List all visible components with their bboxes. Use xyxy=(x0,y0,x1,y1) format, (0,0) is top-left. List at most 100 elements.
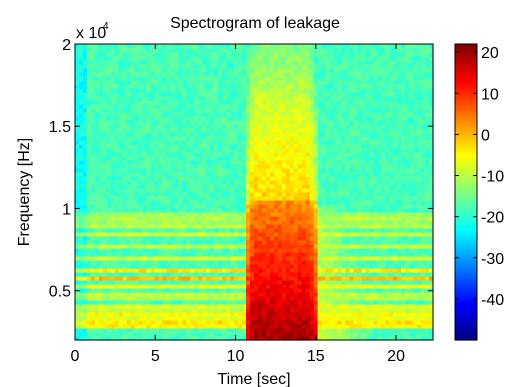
heatmap-cell xyxy=(98,140,104,145)
heatmap-cell xyxy=(122,200,128,205)
heatmap-cell xyxy=(321,296,327,301)
heatmap-cell xyxy=(254,196,259,201)
heatmap-cell xyxy=(94,312,100,317)
heatmap-cell xyxy=(317,92,323,97)
heatmap-cell xyxy=(114,76,120,81)
heatmap-cell xyxy=(265,284,271,289)
heatmap-cell xyxy=(178,324,183,329)
heatmap-cell xyxy=(138,240,144,245)
heatmap-cell xyxy=(325,164,331,169)
heatmap-cell xyxy=(158,328,164,333)
heatmap-cell xyxy=(293,156,299,161)
heatmap-cell xyxy=(329,224,335,229)
heatmap-cell xyxy=(162,172,168,177)
heatmap-cell xyxy=(254,140,259,145)
heatmap-cell xyxy=(329,308,335,313)
heatmap-cell xyxy=(198,100,203,105)
heatmap-cell xyxy=(178,72,183,77)
heatmap-cell xyxy=(254,136,259,141)
heatmap-cell xyxy=(210,144,215,149)
heatmap-cell xyxy=(333,244,339,249)
heatmap-cell xyxy=(198,96,203,101)
heatmap-cell xyxy=(265,100,271,105)
heatmap-cell xyxy=(94,216,100,221)
heatmap-cell xyxy=(178,312,183,317)
y-multiplier-exponent: 4 xyxy=(103,21,109,32)
heatmap-cell xyxy=(94,328,100,333)
heatmap-cell xyxy=(150,212,156,217)
heatmap-cell xyxy=(281,84,287,89)
heatmap-cell xyxy=(90,268,96,273)
heatmap-cell xyxy=(265,56,271,61)
heatmap-cell xyxy=(190,124,195,129)
heatmap-cell xyxy=(110,312,116,317)
heatmap-cell xyxy=(285,44,291,49)
heatmap-cell xyxy=(82,264,88,269)
heatmap-cell xyxy=(90,52,96,57)
heatmap-cell xyxy=(82,204,88,209)
heatmap-cell xyxy=(317,320,323,325)
heatmap-cell xyxy=(246,84,251,89)
heatmap-cell xyxy=(206,232,211,237)
heatmap-cell xyxy=(106,288,112,293)
heatmap-cell xyxy=(130,96,136,101)
heatmap-cell xyxy=(214,92,219,97)
heatmap-cell xyxy=(134,288,140,293)
heatmap-cell xyxy=(98,88,104,93)
heatmap-cell xyxy=(242,312,247,317)
heatmap-cell xyxy=(174,168,180,173)
heatmap-cell xyxy=(261,220,267,225)
heatmap-cell xyxy=(154,256,160,261)
heatmap-cell xyxy=(250,316,255,321)
heatmap-cell xyxy=(182,288,187,293)
heatmap-cell xyxy=(301,264,307,269)
heatmap-cell xyxy=(234,296,239,301)
heatmap-cell xyxy=(301,260,307,265)
heatmap-cell xyxy=(110,180,116,185)
heatmap-cell xyxy=(142,336,148,341)
heatmap-cell xyxy=(122,180,128,185)
heatmap-cell xyxy=(114,108,120,113)
heatmap-cell xyxy=(158,232,164,237)
heatmap-cell xyxy=(98,60,104,65)
heatmap-cell xyxy=(277,316,283,321)
heatmap-cell xyxy=(174,140,180,145)
heatmap-cell xyxy=(309,184,315,189)
heatmap-cell xyxy=(94,72,100,77)
heatmap-cell xyxy=(317,276,323,281)
heatmap-cell xyxy=(317,152,323,157)
heatmap-cell xyxy=(317,224,323,229)
heatmap-cell xyxy=(94,64,100,69)
heatmap-cell xyxy=(301,284,307,289)
heatmap-cell xyxy=(277,196,283,201)
heatmap-cell xyxy=(102,176,108,181)
heatmap-cell xyxy=(198,272,203,277)
heatmap-cell xyxy=(309,136,315,141)
heatmap-cell xyxy=(333,52,339,57)
heatmap-cell xyxy=(146,180,152,185)
heatmap-cell xyxy=(182,280,187,285)
heatmap-cell xyxy=(297,140,303,145)
heatmap-cell xyxy=(118,212,124,217)
heatmap-cell xyxy=(98,232,104,237)
heatmap-cell xyxy=(226,272,231,277)
heatmap-cell xyxy=(114,172,120,177)
heatmap-cell xyxy=(142,56,148,61)
heatmap-cell xyxy=(190,332,195,337)
heatmap-cell xyxy=(194,304,199,309)
heatmap-cell xyxy=(254,128,259,133)
heatmap-cell xyxy=(130,164,136,169)
heatmap-cell xyxy=(102,84,108,89)
heatmap-cell xyxy=(170,292,176,297)
heatmap-cell xyxy=(341,336,347,341)
heatmap-cell xyxy=(150,216,156,221)
heatmap-cell xyxy=(269,264,275,269)
heatmap-cell xyxy=(194,212,199,217)
heatmap-cell xyxy=(150,248,156,253)
heatmap-cell xyxy=(273,276,279,281)
heatmap-cell xyxy=(329,160,335,165)
heatmap-cell xyxy=(138,260,144,265)
heatmap-cell xyxy=(114,92,120,97)
heatmap-cell xyxy=(106,84,112,89)
heatmap-cell xyxy=(265,96,271,101)
